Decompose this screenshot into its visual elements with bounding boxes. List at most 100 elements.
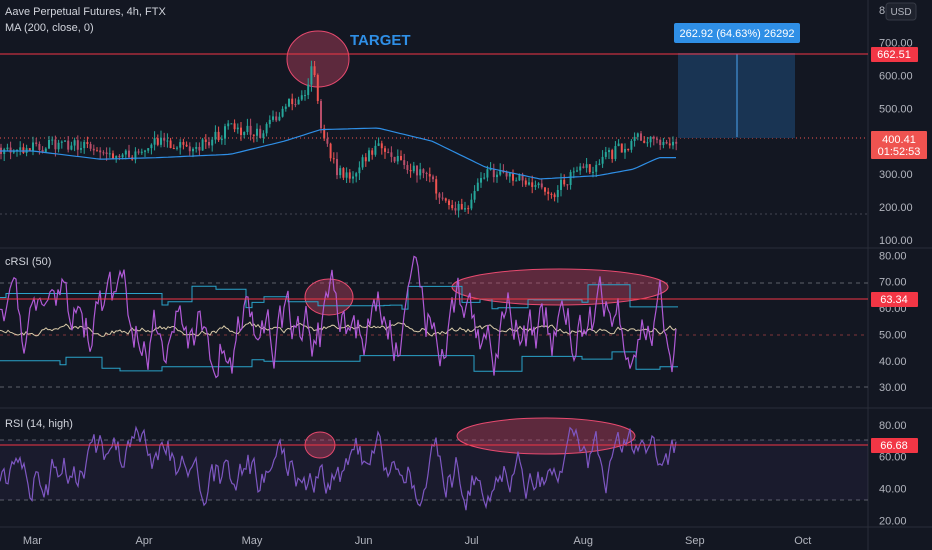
candle-body bbox=[368, 150, 370, 162]
y-tick-label: 30.00 bbox=[879, 382, 907, 394]
candle-body bbox=[89, 143, 92, 149]
candle-body bbox=[249, 125, 252, 135]
candle-body bbox=[137, 151, 140, 153]
x-tick-label: Aug bbox=[573, 535, 593, 547]
candle-body bbox=[572, 171, 575, 173]
candle-body bbox=[387, 151, 390, 153]
candle-body bbox=[102, 152, 105, 154]
currency-button[interactable] bbox=[885, 2, 917, 21]
candle-body bbox=[358, 167, 361, 174]
y-tick-label: 300.00 bbox=[879, 169, 913, 181]
candle-body bbox=[140, 151, 143, 153]
candle-body bbox=[531, 182, 534, 187]
symbol-legend: Aave Perpetual Futures, 4h, FTX bbox=[5, 6, 166, 18]
candle-body bbox=[246, 125, 249, 132]
candle-body bbox=[198, 146, 201, 151]
candle-body bbox=[19, 147, 22, 150]
candle-body bbox=[611, 150, 614, 159]
crsi-level-tag-bg bbox=[871, 292, 918, 307]
y-tick-label: 200.00 bbox=[879, 202, 913, 214]
crsi-line bbox=[0, 255, 677, 379]
rsi-legend: RSI (14, high) bbox=[5, 418, 73, 430]
candle-body bbox=[38, 143, 41, 150]
candle-body bbox=[313, 66, 316, 76]
candlestick-series bbox=[0, 60, 678, 218]
rsi-series bbox=[0, 425, 677, 511]
candle-body bbox=[624, 149, 626, 153]
x-tick-label: Sep bbox=[685, 535, 705, 547]
candle-body bbox=[374, 145, 377, 155]
candle-body bbox=[601, 156, 604, 164]
candle-body bbox=[483, 177, 486, 179]
candle-body bbox=[460, 203, 463, 210]
candle-body bbox=[153, 138, 156, 145]
candle-body bbox=[448, 200, 450, 205]
candle-body bbox=[41, 149, 44, 153]
candle-body bbox=[73, 140, 76, 146]
candle-body bbox=[534, 185, 537, 187]
candle-body bbox=[393, 156, 396, 162]
y-tick-label: 80.00 bbox=[879, 250, 907, 262]
candle-body bbox=[51, 139, 54, 141]
candle-body bbox=[233, 123, 236, 130]
candle-body bbox=[28, 148, 31, 152]
candle-body bbox=[563, 179, 566, 185]
candle-body bbox=[128, 150, 130, 158]
candle-body bbox=[323, 128, 326, 139]
candle-body bbox=[265, 124, 268, 134]
candle-body bbox=[96, 150, 98, 152]
candle-body bbox=[576, 170, 578, 172]
candle-body bbox=[300, 95, 303, 100]
candle-body bbox=[438, 193, 441, 198]
ma-legend: MA (200, close, 0) bbox=[5, 22, 94, 34]
candle-body bbox=[556, 189, 559, 198]
candle-body bbox=[384, 148, 386, 152]
candle-body bbox=[54, 139, 57, 150]
candle-body bbox=[486, 169, 489, 178]
candle-body bbox=[211, 139, 214, 146]
candle-body bbox=[518, 174, 521, 181]
candle-body bbox=[67, 140, 70, 150]
candle-body bbox=[172, 147, 175, 149]
candle-body bbox=[473, 190, 476, 200]
candle-body bbox=[22, 147, 25, 153]
candle-body bbox=[156, 138, 159, 145]
candle-body bbox=[608, 150, 610, 153]
candle-body bbox=[76, 140, 79, 150]
x-tick-label: Mar bbox=[23, 535, 42, 547]
candle-body bbox=[524, 180, 527, 185]
y-tick-label: 50.00 bbox=[879, 329, 907, 341]
candle-body bbox=[432, 176, 434, 180]
candle-body bbox=[112, 153, 114, 159]
candle-body bbox=[544, 187, 546, 192]
candle-body bbox=[569, 172, 572, 186]
candle-body bbox=[230, 123, 233, 125]
candle-body bbox=[48, 139, 50, 149]
candle-body bbox=[227, 123, 230, 127]
candle-body bbox=[240, 127, 242, 136]
candle-body bbox=[476, 182, 479, 191]
candle-body bbox=[588, 164, 591, 173]
candle-body bbox=[668, 143, 671, 146]
candle-body bbox=[537, 183, 540, 186]
candle-body bbox=[70, 145, 73, 150]
candle-body bbox=[134, 151, 137, 160]
candle-body bbox=[281, 108, 284, 117]
candle-body bbox=[316, 75, 319, 102]
candle-body bbox=[163, 137, 166, 141]
candle-body bbox=[297, 99, 300, 105]
candle-body bbox=[505, 172, 508, 177]
candle-body bbox=[633, 136, 636, 142]
crsi-peak-highlight bbox=[304, 278, 354, 316]
candle-body bbox=[585, 164, 588, 168]
candle-body bbox=[83, 142, 86, 149]
candle-body bbox=[646, 142, 649, 144]
candle-body bbox=[195, 146, 198, 149]
candle-body bbox=[464, 208, 466, 210]
y-tick-label: 80.00 bbox=[879, 420, 907, 432]
currency-button-label[interactable]: USD bbox=[890, 7, 911, 18]
candle-body bbox=[166, 140, 169, 142]
candle-body bbox=[304, 95, 306, 97]
candle-body bbox=[201, 139, 204, 151]
